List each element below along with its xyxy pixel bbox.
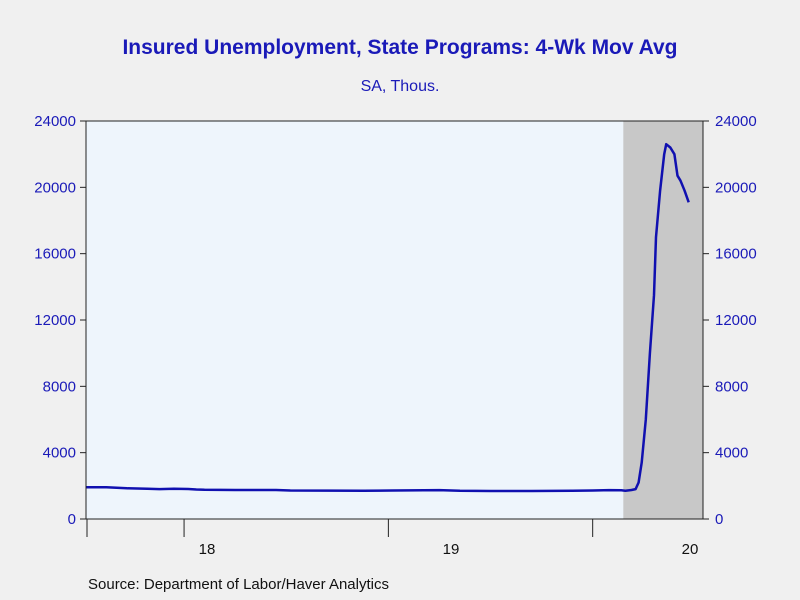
y-tick-label-right: 8000 [715,378,748,395]
y-tick-label-left: 8000 [43,378,76,395]
x-tick-label: 18 [199,541,216,558]
x-tick-label: 20 [682,541,699,558]
y-tick-label-right: 4000 [715,445,748,462]
x-tick-label: 19 [443,541,460,558]
y-tick-label-left: 24000 [34,113,76,130]
series-line [86,142,690,493]
y-tick-label-right: 0 [715,511,723,528]
plot-area [86,121,703,519]
chart-title: Insured Unemployment, State Programs: 4-… [122,36,678,59]
chart-subtitle: SA, Thous. [360,78,440,95]
recession-shade [623,121,703,519]
y-tick-label-left: 4000 [43,445,76,462]
y-tick-label-left: 0 [68,511,76,528]
y-tick-label-left: 12000 [34,312,76,329]
y-tick-label-right: 20000 [715,179,757,196]
y-tick-label-right: 12000 [715,312,757,329]
y-tick-label-right: 24000 [715,113,757,130]
y-tick-label-left: 20000 [34,179,76,196]
source-note: Source: Department of Labor/Haver Analyt… [88,576,389,593]
y-tick-label-left: 16000 [34,246,76,263]
y-tick-label-right: 16000 [715,246,757,263]
